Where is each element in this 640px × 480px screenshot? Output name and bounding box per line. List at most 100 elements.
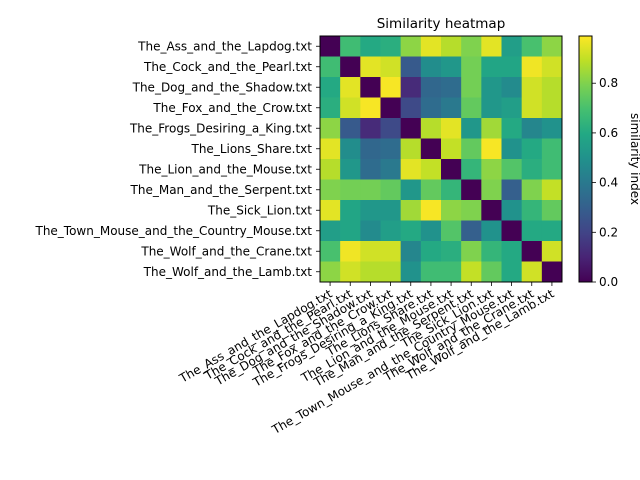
heatmap-cell xyxy=(420,36,442,57)
heatmap-cell xyxy=(541,56,563,78)
heatmap-cell xyxy=(481,138,502,160)
heatmap-cell xyxy=(461,138,482,160)
y-tick-label: The_Cock_and_the_Pearl.txt xyxy=(143,60,312,74)
colorbar-ticks: 0.0 0.2 0.4 0.6 0.8 xyxy=(592,76,618,289)
heatmap-cell xyxy=(320,200,341,221)
heatmap-cell xyxy=(320,97,341,119)
y-tick-label: The_Lion_and_the_Mouse.txt xyxy=(138,162,312,176)
heatmap-cell xyxy=(461,241,482,262)
y-tick-label: The_Lions_Share.txt xyxy=(191,142,313,156)
heatmap-cell xyxy=(380,118,402,139)
heatmap-cell xyxy=(461,179,482,201)
heatmap-cell xyxy=(380,200,402,221)
heatmap-cell xyxy=(320,138,341,160)
heatmap-cell xyxy=(340,77,361,98)
heatmap-cell xyxy=(481,56,502,78)
heatmap-cell xyxy=(541,138,563,160)
heatmap-cell xyxy=(541,261,563,283)
heatmap-cell xyxy=(481,118,502,139)
heatmap-cell xyxy=(340,241,361,262)
heatmap-cell xyxy=(501,56,523,78)
heatmap-cell xyxy=(420,56,442,78)
y-tick-label: The_Dog_and_the_Shadow.txt xyxy=(132,80,313,94)
heatmap-cell xyxy=(441,138,462,160)
heatmap-cell xyxy=(420,159,442,180)
heatmap-cell xyxy=(481,36,502,57)
heatmap-cell xyxy=(360,220,381,242)
colorbar-gradient xyxy=(579,36,592,282)
y-tick-label: The_Fox_and_the_Crow.txt xyxy=(152,101,312,115)
heatmap-cell xyxy=(481,220,502,242)
heatmap-cells xyxy=(320,36,563,283)
heatmap-cell xyxy=(501,138,523,160)
heatmap-cell xyxy=(481,97,502,119)
plot-frame xyxy=(319,35,563,283)
heatmap-cell xyxy=(501,77,523,98)
heatmap-cell xyxy=(380,36,402,57)
heatmap-cell xyxy=(380,179,402,201)
heatmap-cell xyxy=(380,241,402,262)
heatmap-cell xyxy=(461,159,482,180)
heatmap-cell xyxy=(521,179,543,201)
heatmap-cell xyxy=(521,77,543,98)
colorbar-tick-label: 0.4 xyxy=(599,176,618,190)
heatmap-cell xyxy=(481,159,502,180)
heatmap-cell xyxy=(420,179,442,201)
heatmap-cell xyxy=(521,159,543,180)
heatmap-cell xyxy=(320,118,341,139)
heatmap-cell xyxy=(380,77,402,98)
heatmap-cell xyxy=(521,56,543,78)
heatmap-cell xyxy=(380,159,402,180)
heatmap-cell xyxy=(501,200,523,221)
heatmap-cell xyxy=(541,97,563,119)
heatmap-cell xyxy=(501,220,523,242)
heatmap-cell xyxy=(320,261,341,283)
heatmap-cell xyxy=(461,36,482,57)
heatmap-cell xyxy=(320,36,341,57)
heatmap-cell xyxy=(441,179,462,201)
heatmap-cell xyxy=(360,118,381,139)
heatmap-cell xyxy=(340,261,361,283)
heatmap-cell xyxy=(320,179,341,201)
colorbar-tick-label: 0.8 xyxy=(599,76,618,90)
heatmap-cell xyxy=(420,220,442,242)
heatmap-cell xyxy=(501,261,523,283)
heatmap-cell xyxy=(320,77,341,98)
heatmap-cell xyxy=(441,200,462,221)
heatmap-cell xyxy=(400,220,422,242)
heatmap-cell xyxy=(360,97,381,119)
heatmap-cell xyxy=(420,77,442,98)
colorbar-label: similarity index xyxy=(628,113,640,205)
heatmap-cell xyxy=(441,261,462,283)
heatmap-cell xyxy=(360,261,381,283)
heatmap-cell xyxy=(340,220,361,242)
heatmap-cell xyxy=(360,56,381,78)
heatmap-cell xyxy=(400,118,422,139)
y-tick-label: The_Man_and_the_Serpent.txt xyxy=(130,183,313,197)
heatmap-cell xyxy=(320,220,341,242)
heatmap-cell xyxy=(501,36,523,57)
heatmap-cell xyxy=(481,77,502,98)
heatmap-cell xyxy=(461,261,482,283)
heatmap-cell xyxy=(340,118,361,139)
heatmap-cell xyxy=(461,118,482,139)
heatmap-cell xyxy=(501,118,523,139)
heatmap-cell xyxy=(541,36,563,57)
heatmap-cell xyxy=(360,36,381,57)
heatmap-cell xyxy=(420,118,442,139)
heatmap-cell xyxy=(320,159,341,180)
heatmap-cell xyxy=(320,241,341,262)
heatmap-cell xyxy=(441,97,462,119)
heatmap-cell xyxy=(521,36,543,57)
heatmap-cell xyxy=(340,97,361,119)
heatmap-cell xyxy=(420,138,442,160)
colorbar-tick-label: 0.0 xyxy=(599,275,618,289)
heatmap-cell xyxy=(400,159,422,180)
heatmap-cell xyxy=(380,261,402,283)
x-axis-ticks: The_Ass_and_the_Lapdog.txtThe_Cock_and_t… xyxy=(176,282,557,437)
heatmap-cell xyxy=(400,241,422,262)
heatmap-cell xyxy=(521,138,543,160)
heatmap-cell xyxy=(441,77,462,98)
heatmap-cell xyxy=(541,179,563,201)
heatmap-cell xyxy=(441,241,462,262)
